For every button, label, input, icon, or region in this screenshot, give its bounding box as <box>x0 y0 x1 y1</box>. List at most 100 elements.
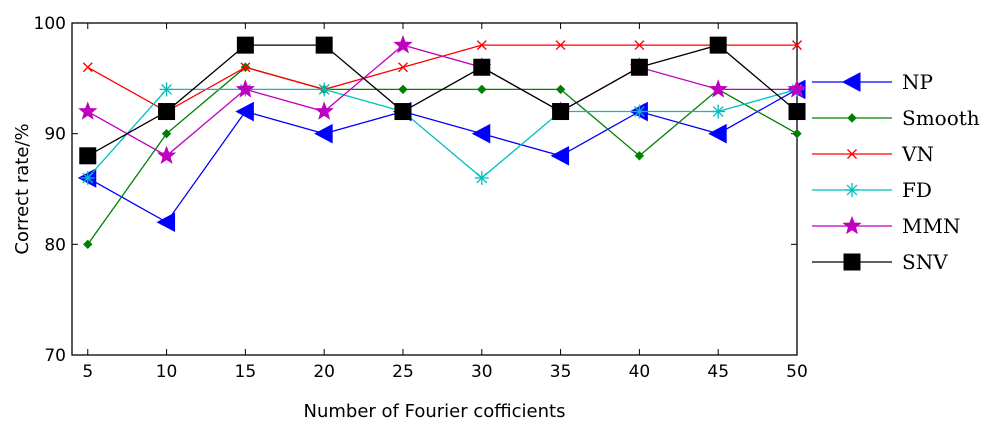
legend-label: FD <box>902 178 932 202</box>
data-point <box>156 212 176 233</box>
legend-label: SNV <box>902 250 948 274</box>
marker-stroke <box>633 106 645 117</box>
marker-stroke <box>82 172 94 184</box>
legend-marker <box>843 253 861 271</box>
legend-label: MMN <box>902 214 960 238</box>
marker-stroke <box>792 40 802 51</box>
x-tick-label: 50 <box>786 362 808 382</box>
legend-marker <box>845 183 859 197</box>
data-point <box>394 103 412 121</box>
data-point <box>792 40 802 51</box>
legend-marker <box>842 215 862 235</box>
data-point <box>634 40 645 51</box>
marker-stroke <box>555 40 566 51</box>
marker-stroke <box>847 149 857 159</box>
x-tick-label: 40 <box>629 362 651 382</box>
data-point <box>555 84 566 95</box>
series-snv <box>79 36 806 165</box>
data-point <box>158 103 176 121</box>
data-point <box>156 145 177 164</box>
data-point <box>632 104 647 119</box>
data-point <box>80 170 95 185</box>
x-tick-label: 30 <box>471 362 493 382</box>
data-point <box>708 123 727 144</box>
data-point <box>78 101 98 120</box>
data-point <box>240 62 251 73</box>
marker-stroke <box>634 40 645 51</box>
data-point <box>711 104 726 119</box>
data-point <box>471 123 491 144</box>
legend-item: MMN <box>812 214 960 238</box>
data-point <box>393 34 413 54</box>
series-line <box>87 88 798 179</box>
data-point <box>235 101 254 122</box>
marker-stroke <box>318 83 330 95</box>
x-tick-label: 25 <box>392 362 414 382</box>
data-point <box>398 62 408 73</box>
data-point <box>477 84 487 95</box>
data-point <box>82 62 93 73</box>
data-point <box>708 79 728 98</box>
marker-stroke <box>476 40 487 51</box>
plot-area-frame <box>71 22 798 356</box>
data-point <box>79 147 97 165</box>
data-point <box>236 36 254 54</box>
x-tick-label: 10 <box>156 362 178 382</box>
y-tick-label: 90 <box>44 125 66 145</box>
data-point <box>161 128 172 139</box>
x-tick-label: 15 <box>235 362 257 382</box>
y-tick-label: 70 <box>44 346 66 366</box>
x-tick-label: 20 <box>313 362 335 382</box>
marker-stroke <box>240 62 251 73</box>
data-point <box>552 103 570 121</box>
marker-stroke <box>82 62 93 73</box>
data-point <box>314 101 334 120</box>
data-point <box>709 36 727 54</box>
data-point <box>634 151 645 161</box>
data-point <box>314 123 333 144</box>
data-point <box>473 58 491 76</box>
data-point <box>555 40 566 51</box>
legend-label: VN <box>901 142 934 166</box>
legend-item: VN <box>812 142 934 166</box>
series-line <box>87 44 798 157</box>
data-point <box>476 40 487 51</box>
legend-marker <box>841 72 861 92</box>
data-point <box>315 36 333 54</box>
data-point <box>235 79 256 98</box>
data-point <box>787 79 807 98</box>
data-point <box>788 103 806 121</box>
marker-stroke <box>161 83 172 95</box>
series-line <box>87 44 797 157</box>
legend-item: SNV <box>812 250 948 274</box>
y-tick-label: 80 <box>44 235 66 255</box>
legend-marker <box>847 113 857 123</box>
x-axis-title: Number of Fourier cofficients <box>304 401 566 422</box>
legend-label: NP <box>902 70 933 94</box>
y-tick-label: 100 <box>34 14 66 34</box>
marker-stroke <box>476 172 488 184</box>
data-point <box>317 82 332 97</box>
marker-stroke <box>712 106 724 117</box>
legend-item: FD <box>812 178 932 202</box>
legend-marker <box>847 149 857 159</box>
x-tick-label: 5 <box>82 362 93 382</box>
data-point <box>792 128 802 139</box>
marker-stroke <box>846 184 858 196</box>
marker-stroke <box>398 62 408 73</box>
legend: NP Smooth VN FD MMN SNV <box>812 70 980 274</box>
x-tick-label: 45 <box>707 362 729 382</box>
legend-item: Smooth <box>812 106 980 130</box>
data-point <box>630 58 648 76</box>
x-tick-label: 35 <box>550 362 572 382</box>
data-point <box>398 84 408 95</box>
legend-label: Smooth <box>902 106 980 130</box>
data-point <box>474 170 489 185</box>
legend-item: NP <box>812 70 933 94</box>
y-axis-title: Correct rate/% <box>12 123 33 254</box>
data-point <box>550 145 570 166</box>
data-point <box>159 82 174 97</box>
data-point <box>83 239 93 250</box>
